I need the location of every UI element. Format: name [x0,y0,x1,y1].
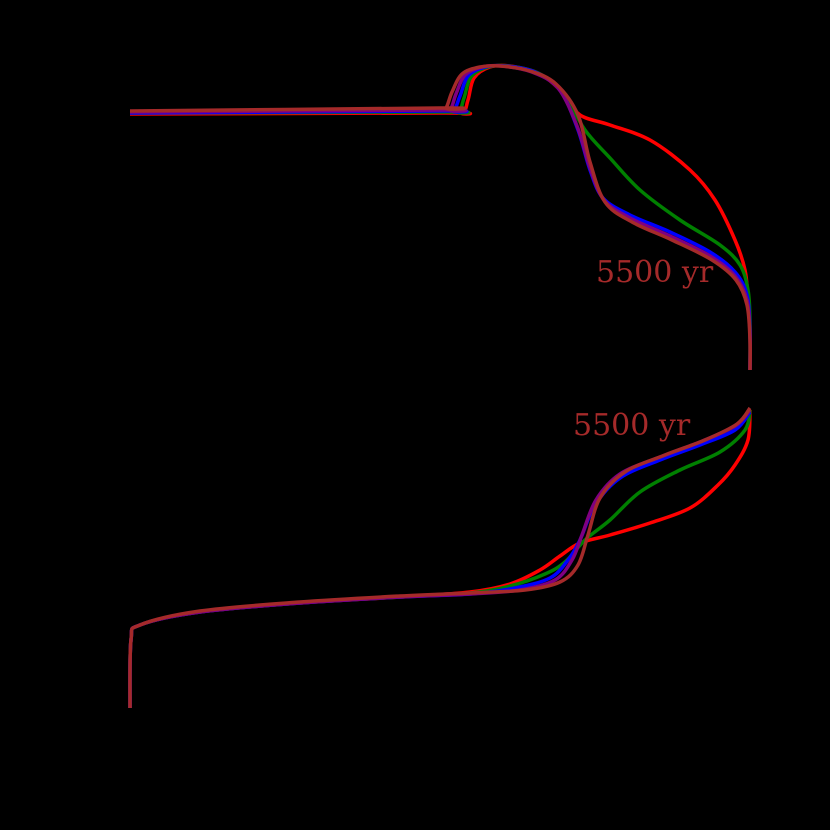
bottom-curve-red [128,409,752,709]
top-panel-curves [129,63,752,371]
bottom-curve-brown [128,406,752,709]
top-curve-brown [129,63,752,371]
bottom-curve-purple [128,408,752,709]
bottom-5500yr-label: 5500 yr [573,408,691,443]
top-5500yr-label: 5500 yr [596,255,714,290]
bottom-panel-curves [128,406,752,709]
bottom-curve-green [128,409,752,709]
